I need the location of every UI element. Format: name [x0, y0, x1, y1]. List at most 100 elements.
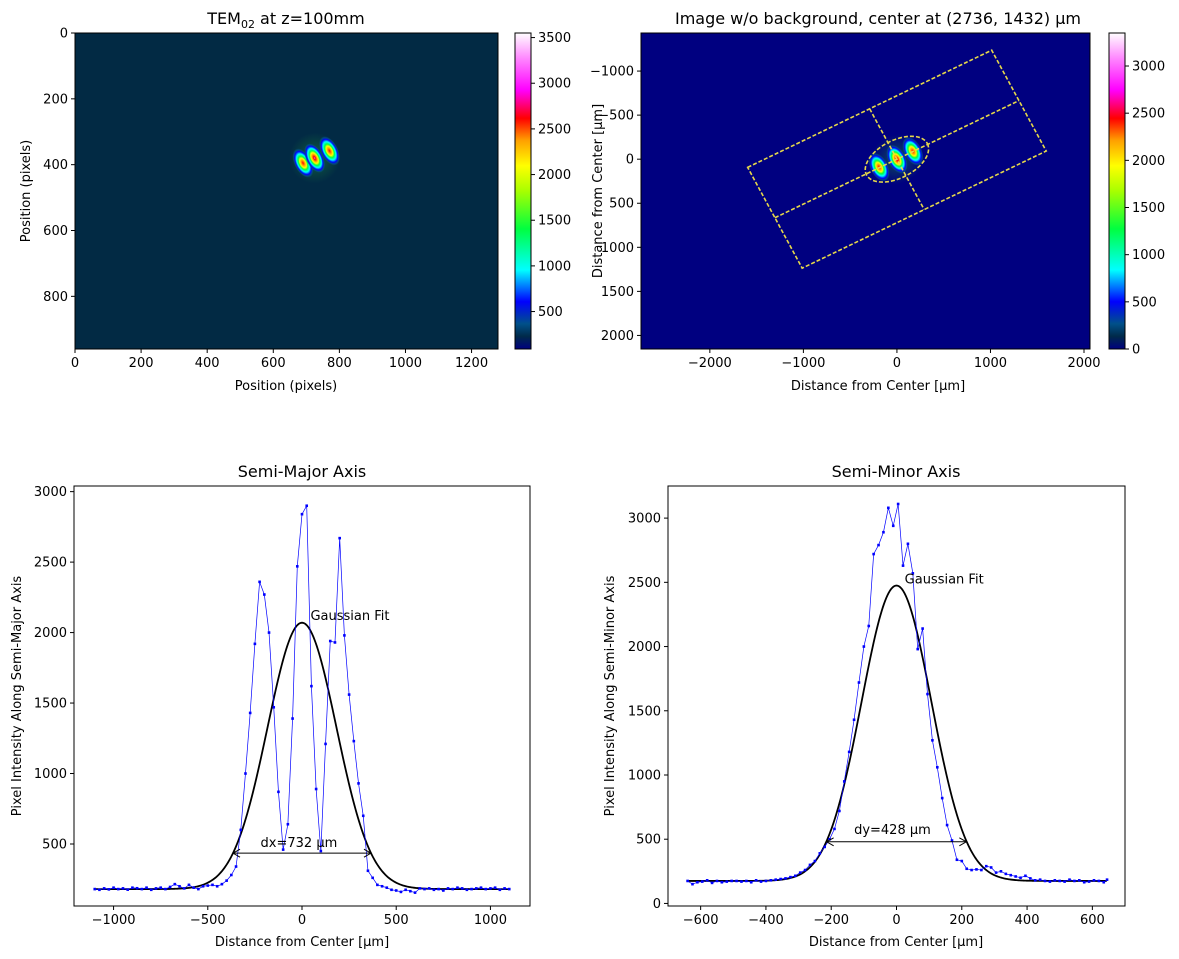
measured-point — [911, 572, 915, 575]
semi-minor-y-ticks: 0 500 1000 1500 2000 2500 3000 — [628, 512, 668, 912]
roi-rectangle — [746, 49, 1048, 270]
y-tick-label: 2500 — [628, 576, 661, 591]
measured-point — [371, 876, 374, 880]
measured-point — [253, 642, 257, 646]
measured-point — [460, 887, 464, 890]
measured-point — [1029, 877, 1032, 880]
y-tick-label: 2500 — [34, 556, 67, 571]
measured-point — [1073, 879, 1076, 883]
measured-point — [838, 809, 841, 813]
measured-point — [1082, 880, 1086, 884]
semi-minor-panel: Semi-Minor Axis −600 −400 −200 0 200 400 600 0… — [603, 462, 1126, 950]
measured-point — [385, 886, 389, 889]
measured-point — [926, 692, 929, 696]
measured-point — [281, 848, 285, 851]
measured-point — [936, 765, 939, 769]
bgsub-image-panel: Image w/o background, center at (2736, 1… — [590, 9, 1165, 394]
bgsub-image-x-ticks: −2000 −1000 0 1000 2000 — [688, 349, 1101, 371]
measured-point — [239, 828, 243, 832]
measured-point — [965, 867, 968, 871]
measured-point — [98, 888, 101, 892]
measured-point — [1009, 873, 1013, 877]
colorbar-tick-label: 2000 — [1132, 154, 1165, 169]
colorbar-tick-label: 500 — [538, 305, 563, 320]
measured-point — [140, 887, 144, 891]
width-arrow-head-left — [825, 837, 834, 847]
measured-point — [1053, 879, 1057, 882]
x-tick-label: 800 — [327, 356, 352, 371]
semi-major-ylabel: Pixel Intensity Along Semi-Major Axis — [10, 576, 25, 817]
beam-lobe — [318, 136, 340, 166]
measured-point — [258, 580, 261, 584]
measured-point — [470, 887, 473, 891]
y-tick-label: 500 — [636, 833, 661, 848]
y-tick-label: 0 — [626, 153, 634, 168]
measured-point — [93, 887, 97, 891]
measured-point — [380, 884, 384, 888]
measured-point — [442, 889, 445, 892]
y-tick-label: 1000 — [628, 768, 661, 783]
semi-minor-title: Semi-Minor Axis — [832, 462, 961, 481]
measured-point — [828, 837, 831, 841]
width-arrow-head-left — [232, 848, 241, 858]
y-tick-label: 2000 — [34, 626, 67, 641]
measured-point — [1043, 879, 1047, 883]
measured-point — [769, 879, 773, 882]
measured-point — [818, 852, 822, 855]
measured-point — [277, 790, 280, 794]
measured-point — [192, 886, 195, 889]
minor-axis-line — [868, 108, 925, 210]
bgsub-image-y-ticks: −1000 −500 0 500 1000 1500 2000 — [590, 65, 641, 344]
measured-point — [710, 881, 714, 885]
measured-point — [1063, 880, 1066, 883]
measured-point — [352, 739, 356, 743]
measured-point — [740, 880, 743, 883]
measured-point — [1068, 878, 1071, 881]
measured-point — [808, 863, 812, 867]
y-tick-label: 1500 — [628, 704, 661, 719]
measured-point — [833, 827, 836, 831]
measured-point — [404, 888, 407, 892]
colorbar-tick-label: 500 — [1132, 295, 1157, 310]
colorbar-tick-label: 3500 — [538, 31, 571, 46]
measured-point — [813, 859, 817, 863]
measured-point — [107, 888, 111, 891]
x-tick-label: −1000 — [92, 913, 136, 928]
measured-point — [149, 888, 153, 892]
measured-point — [686, 879, 689, 883]
measured-point — [975, 868, 978, 871]
measured-point — [906, 542, 910, 546]
semi-major-y-ticks: 500 1000 1500 2000 2500 3000 — [34, 485, 74, 852]
beam-lobe — [304, 143, 326, 173]
measured-point — [896, 502, 900, 506]
measured-point — [940, 796, 944, 800]
raw-image-background — [75, 33, 498, 349]
measured-point — [945, 823, 949, 827]
measured-point — [324, 742, 327, 746]
measured-point — [244, 772, 247, 775]
bgsub-image-title: Image w/o background, center at (2736, 1… — [675, 9, 1081, 28]
x-tick-label: 0 — [298, 913, 306, 928]
x-tick-label: −500 — [190, 913, 226, 928]
measured-point — [489, 887, 492, 890]
measured-point — [409, 889, 412, 893]
measured-point — [1033, 879, 1037, 882]
measured-point — [131, 886, 134, 889]
measured-point — [437, 887, 440, 891]
measured-point — [178, 884, 181, 888]
colorbar-tick-label: 1500 — [1132, 201, 1165, 216]
measured-point — [479, 886, 483, 889]
semi-major-width-label: dx=732 µm — [261, 836, 338, 851]
semi-major-xlabel: Distance from Center [µm] — [215, 935, 389, 950]
measured-point — [720, 880, 724, 884]
measured-point — [300, 512, 304, 516]
measured-point — [310, 684, 313, 688]
measured-point — [1019, 876, 1022, 880]
semi-minor-xlabel: Distance from Center [µm] — [809, 935, 983, 950]
measured-point — [725, 880, 729, 883]
measured-point — [121, 887, 125, 890]
measured-point — [700, 880, 704, 883]
measured-point — [862, 645, 866, 648]
measured-point — [187, 883, 191, 887]
